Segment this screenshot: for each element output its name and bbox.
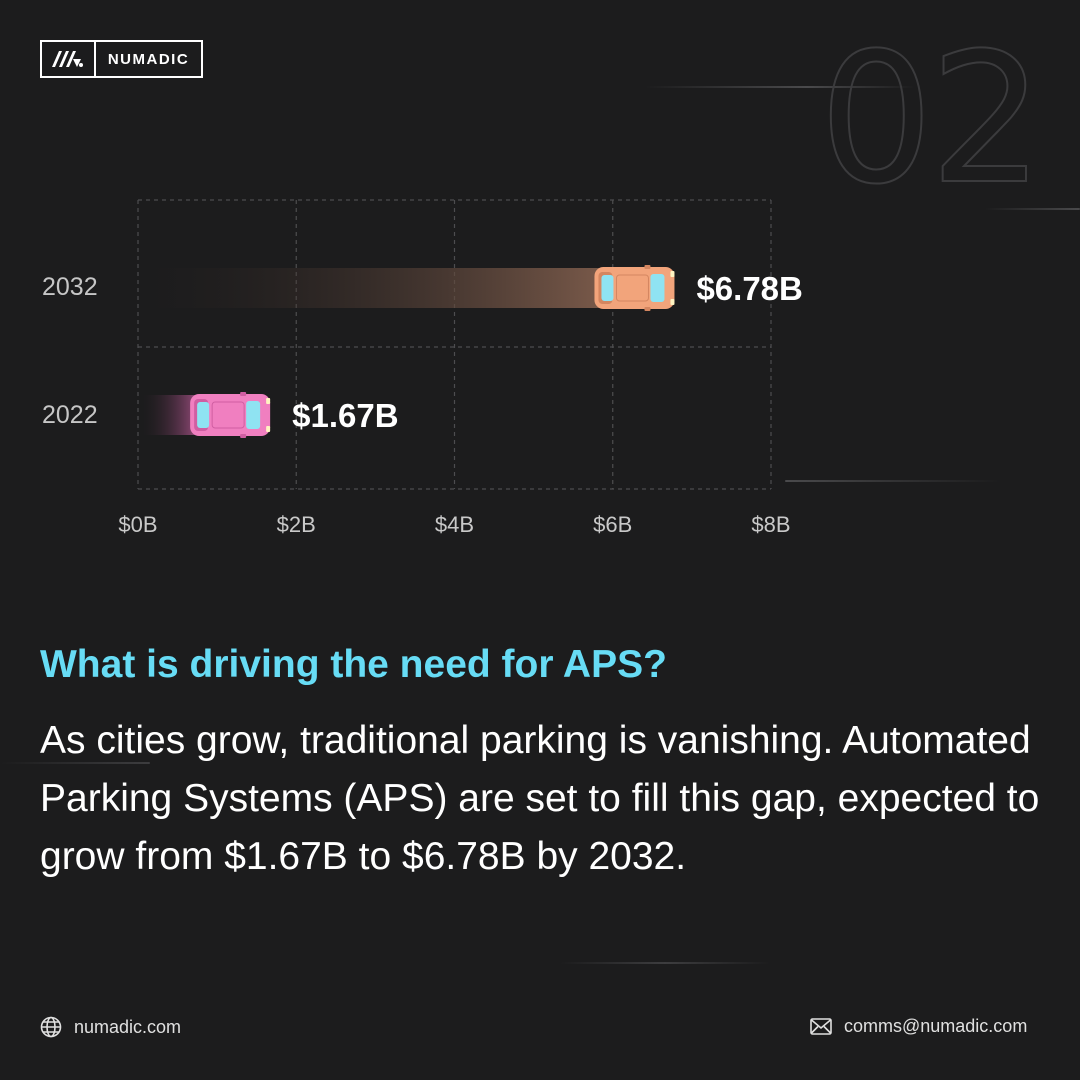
decorative-streak [0,762,150,764]
value-label-2022: $1.67B [292,397,399,434]
website-link[interactable]: numadic.com [74,1016,182,1037]
bar-2032 [142,265,675,311]
category-label-2032: 2032 [42,273,98,301]
brand-logo: NUMADIC [40,40,203,78]
footer-website[interactable]: numadic.com [40,1016,181,1038]
x-tick-label: $6B [593,512,633,537]
numadic-logo-icon [42,42,96,76]
bar-2022 [142,392,271,438]
x-tick-label: $2B [276,512,316,537]
decorative-streak [645,86,915,88]
category-label-2022: 2022 [42,401,98,429]
footer-email[interactable]: comms@numadic.com [810,1016,1027,1037]
x-tick-label: $8B [751,512,791,537]
x-tick-label: $0B [118,512,158,537]
decorative-streak [985,208,1080,210]
chart-bars [142,265,675,438]
chart-grid [137,199,772,490]
decorative-streak [560,962,770,964]
market-size-chart [137,199,772,490]
bar-trail [142,268,605,308]
section-heading: What is driving the need for APS? [40,643,667,686]
globe-icon [40,1016,62,1038]
decorative-streak [785,480,1000,482]
value-label-2032: $6.78B [696,270,803,307]
page-number: 02 [818,15,1045,224]
email-link[interactable]: comms@numadic.com [844,1016,1028,1036]
mail-icon [810,1018,832,1035]
car-icon [594,265,675,311]
x-tick-label: $4B [434,512,475,537]
car-icon [190,392,271,438]
brand-name: NUMADIC [107,50,190,68]
section-body: As cities grow, traditional parking is v… [40,719,1040,878]
